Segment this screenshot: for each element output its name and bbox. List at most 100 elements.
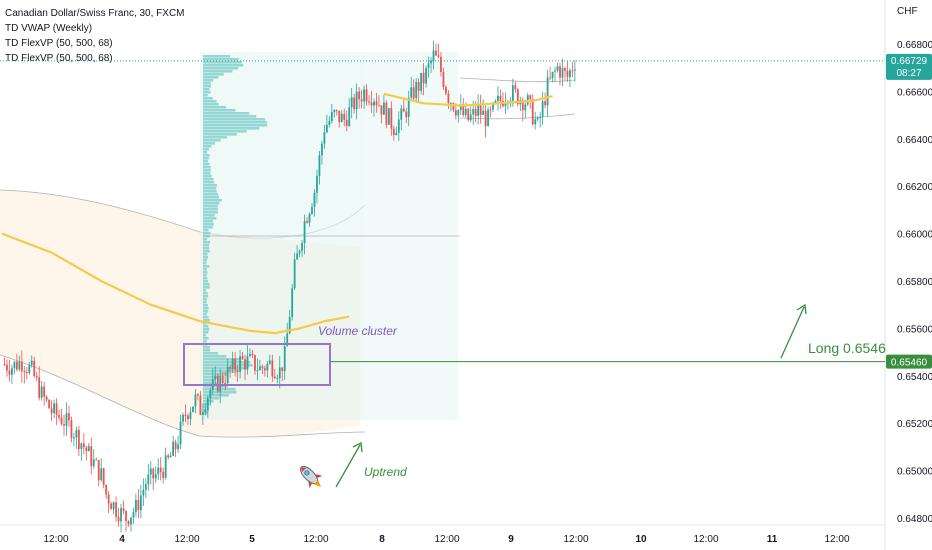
candle-body — [254, 355, 256, 371]
candle-body — [241, 356, 244, 360]
candle-body — [524, 104, 527, 111]
candle-body — [482, 110, 485, 115]
price-tick-label: 0.66000 — [897, 230, 932, 241]
vwap-indicator-label[interactable]: TD VWAP (Weekly) — [5, 23, 93, 34]
profile-bar — [203, 352, 219, 355]
profile-bar — [203, 121, 268, 124]
profile-bar — [203, 394, 229, 397]
candle-body — [291, 288, 294, 318]
candle-body — [452, 103, 455, 111]
profile-bar — [203, 160, 208, 163]
candle-body — [392, 128, 395, 136]
profile-bar — [203, 67, 239, 70]
candle-body — [467, 108, 470, 121]
candle-body — [261, 366, 264, 369]
profile-bar — [203, 334, 207, 337]
candle-body — [144, 484, 147, 490]
profile-bar — [203, 361, 251, 364]
candle-body — [82, 443, 85, 448]
candle-body — [139, 495, 142, 511]
time-tick-label: 12:00 — [303, 534, 328, 545]
profile-bar — [203, 238, 207, 241]
profile-bar — [203, 223, 214, 226]
candle-body — [335, 110, 338, 112]
time-tick-label: 8 — [379, 534, 385, 545]
candle-body — [226, 367, 229, 384]
candle-body — [197, 394, 199, 396]
candle-body — [13, 361, 16, 369]
candle-body — [100, 468, 103, 481]
candle-body — [273, 376, 276, 379]
profile-bar — [203, 367, 247, 370]
candle-body — [179, 421, 182, 445]
candle-body — [219, 375, 222, 392]
volume-profile-label-2[interactable]: TD FlexVP (50, 500, 68) — [5, 53, 113, 64]
profile-bar — [203, 265, 210, 268]
volume-cluster-box[interactable] — [183, 343, 331, 386]
candle-body — [338, 110, 341, 123]
candle-body — [249, 353, 251, 357]
countdown-value: 08:27 — [896, 68, 921, 79]
price-axis[interactable]: 0.66800 0.66600 0.66400 0.66200 0.66000 0.658… — [897, 40, 932, 525]
candle-body — [127, 520, 130, 525]
candle-body — [73, 437, 75, 439]
time-axis[interactable]: 12:00 4 12:00 5 12:00 8 12:00 9 12:00 10 12:00 11 12… — [43, 534, 849, 545]
profile-bar — [203, 298, 207, 301]
candle-body — [268, 360, 271, 364]
profile-bar — [203, 250, 210, 253]
profile-bar — [203, 247, 210, 250]
candle-body — [425, 68, 427, 84]
profile-bar — [203, 70, 233, 73]
volume-profile-label-1[interactable]: TD FlexVP (50, 500, 68) — [5, 38, 113, 49]
candle-body — [125, 511, 127, 521]
candle-body — [365, 89, 368, 102]
candle-body — [135, 499, 137, 513]
candle-body — [60, 417, 63, 425]
profile-bar — [203, 205, 218, 208]
candle-body — [216, 375, 219, 392]
profile-bar — [203, 112, 250, 115]
profile-bar — [203, 91, 211, 94]
profile-bar — [203, 202, 220, 205]
candle-body — [11, 368, 13, 375]
candle-body — [427, 63, 430, 69]
candle-body — [345, 119, 348, 127]
profile-bar — [203, 355, 227, 358]
candle-body — [573, 69, 576, 71]
profile-bar — [203, 139, 221, 142]
profile-bar — [203, 220, 213, 223]
profile-bar — [203, 337, 209, 340]
candle-body — [154, 474, 157, 479]
candle-body — [504, 102, 507, 106]
candle-body — [87, 446, 90, 452]
candle-body — [15, 361, 18, 370]
candle-body — [33, 360, 36, 376]
profile-bar — [203, 94, 208, 97]
candle-body — [18, 361, 21, 370]
candle-body — [130, 517, 132, 525]
profile-bar — [203, 340, 207, 343]
candle-body — [110, 503, 113, 510]
candle-body — [454, 110, 457, 116]
candle-body — [492, 102, 494, 110]
candle-body — [400, 108, 403, 120]
profile-bar — [203, 382, 218, 385]
price-tick-label: 0.66400 — [897, 135, 932, 146]
profile-bar — [203, 253, 208, 256]
candle-body — [340, 113, 343, 123]
time-tick-label: 5 — [249, 534, 255, 545]
profile-bar — [203, 145, 212, 148]
profile-bar — [203, 307, 209, 310]
price-tick-label: 0.65600 — [897, 324, 932, 335]
profile-bar — [203, 133, 237, 136]
symbol-title[interactable]: Canadian Dollar/Swiss Franc, 30, FXCM — [5, 8, 185, 19]
candle-body — [95, 459, 98, 461]
profile-bar — [203, 370, 237, 373]
price-tick-label: 0.66800 — [897, 40, 932, 51]
candle-body — [147, 474, 150, 485]
candle-body — [479, 104, 482, 115]
vwap-upper-band-2 — [459, 77, 576, 83]
candle-body — [383, 102, 385, 115]
candle-body — [561, 67, 564, 78]
